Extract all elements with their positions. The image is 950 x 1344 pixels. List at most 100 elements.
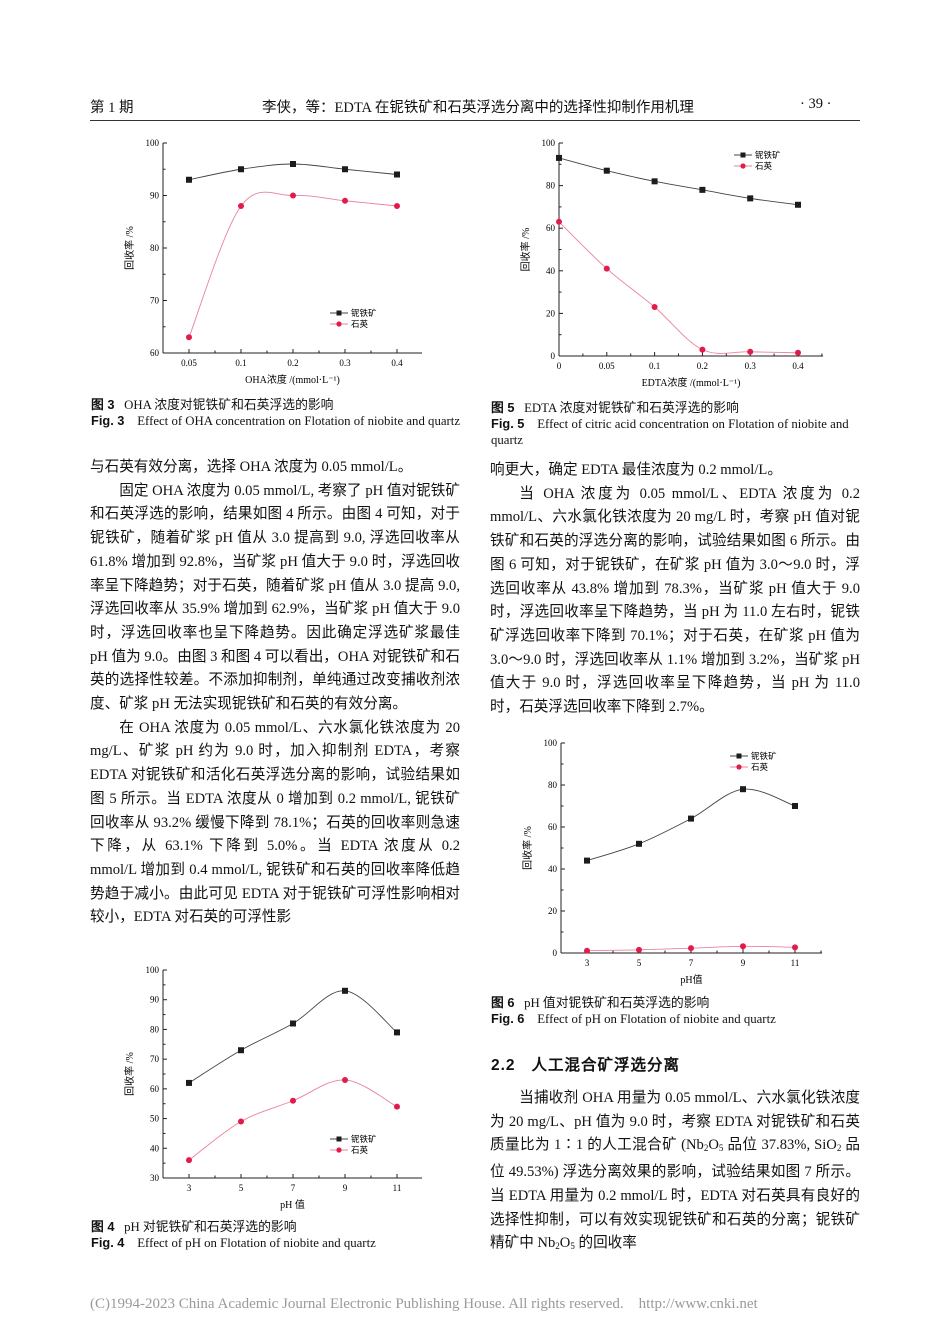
y-tick-label: 50 xyxy=(150,1114,160,1124)
x-tick-label: 0.4 xyxy=(391,358,403,368)
subscript: 2 xyxy=(555,1241,560,1252)
x-axis-label: pH 值 xyxy=(280,1198,305,1211)
x-tick-label: 0.1 xyxy=(235,358,246,368)
fig3-caption-zh: OHA 浓度对铌铁矿和石英浮选的影响 xyxy=(124,398,334,412)
data-point-quartz xyxy=(186,334,192,341)
data-point-quartz xyxy=(342,1076,348,1083)
y-tick-label: 100 xyxy=(146,138,160,148)
paragraph: 当 OHA 浓度为 0.05 mmol/L、EDTA 浓度为 0.2 mmol/… xyxy=(490,485,860,716)
x-axis-label: pH值 xyxy=(680,973,702,986)
fig6-caption: 图 6 pH 值对铌铁矿和石英浮选的影响 Fig. 6 Effect of pH… xyxy=(491,995,863,1027)
fig3-label-en: Fig. 3 xyxy=(91,413,125,428)
data-point-quartz xyxy=(747,348,754,355)
fig4-caption: 图 4 pH 对铌铁矿和石英浮选的影响 Fig. 4 Effect of pH … xyxy=(91,1219,463,1251)
paragraph: 在 OHA 浓度为 0.05 mmol/L、六水氯化铁浓度为 20 mg/L、矿… xyxy=(90,719,460,926)
legend-label: 铌铁矿 xyxy=(755,150,781,160)
fig4-label-en: Fig. 4 xyxy=(91,1235,125,1250)
data-point-niobite xyxy=(792,803,798,809)
data-point-quartz xyxy=(186,1157,192,1164)
data-point-niobite xyxy=(556,154,562,161)
fig3-chart: 60 70 80 90 100 0.05 0.1 0.2 0.3 0.4 OHA浓度 /(mmol·… xyxy=(123,138,422,386)
legend-label: 铌铁矿 xyxy=(351,1134,377,1144)
y-tick-label: 30 xyxy=(150,1173,160,1183)
x-tick-label: 11 xyxy=(393,1183,402,1193)
data-point-niobite xyxy=(636,840,642,847)
data-point-niobite xyxy=(688,815,694,822)
left-body-text: 与石英有效分离，选择 OHA 浓度为 0.05 mmol/L。 固定 OHA 浓… xyxy=(90,456,460,930)
y-tick-label: 60 xyxy=(546,223,556,233)
page-number: · 39 · xyxy=(800,96,832,112)
y-tick-label: 70 xyxy=(150,296,160,306)
legend-marker-quartz xyxy=(736,764,742,770)
x-tick-label: 3 xyxy=(585,958,590,968)
legend-label: 石英 xyxy=(351,319,369,329)
y-tick-label: 80 xyxy=(546,181,556,191)
x-tick-label: 5 xyxy=(239,1183,244,1193)
data-point-quartz xyxy=(342,197,348,204)
data-point-quartz xyxy=(394,1103,400,1110)
x-tick-label: 0.05 xyxy=(599,361,615,371)
x-axis-label: EDTA浓度 /(mmol·L⁻¹) xyxy=(642,376,741,389)
legend-marker-niobite xyxy=(336,310,342,316)
fig3-label-zh: 图 3 xyxy=(91,397,115,412)
paragraph: 与石英有效分离，选择 OHA 浓度为 0.05 mmol/L。 xyxy=(90,459,413,475)
data-point-niobite xyxy=(603,167,610,174)
text-run: O xyxy=(708,1137,719,1154)
legend-label: 石英 xyxy=(755,161,773,171)
fig6-caption-en: Effect of pH on Flotation of niobite and… xyxy=(537,1012,776,1026)
data-point-niobite xyxy=(394,171,400,178)
data-point-niobite xyxy=(740,786,746,793)
issue-number: 第 1 期 xyxy=(90,100,134,116)
x-tick-label: 9 xyxy=(741,958,746,968)
y-tick-label: 0 xyxy=(551,351,556,361)
subscript: 2 xyxy=(836,1143,842,1154)
fig3-caption: 图 3 OHA 浓度对铌铁矿和石英浮选的影响 Fig. 3 Effect of … xyxy=(91,397,463,429)
fig6-label-zh: 图 6 xyxy=(491,995,515,1010)
y-tick-label: 100 xyxy=(544,738,558,748)
x-tick-label: 5 xyxy=(637,958,642,968)
data-point-quartz xyxy=(636,946,642,953)
x-tick-label: 0.05 xyxy=(181,358,197,368)
legend-label: 铌铁矿 xyxy=(351,308,377,318)
data-point-quartz xyxy=(603,265,610,272)
y-tick-label: 80 xyxy=(150,243,160,253)
x-axis-label: OHA浓度 /(mmol·L⁻¹) xyxy=(245,373,340,386)
data-point-niobite xyxy=(584,857,590,864)
fig5-chart: 0 20 40 60 80 100 0 0.05 0.1 0.2 0.3 0.4 EDTA浓度 /(mm… xyxy=(519,138,823,389)
data-point-quartz xyxy=(688,945,694,952)
y-tick-label: 100 xyxy=(146,965,160,975)
fig5-caption-en: Effect of citric acid concentration on F… xyxy=(491,417,849,447)
series-line-quartz xyxy=(558,221,799,354)
series-line-niobite xyxy=(188,990,398,1084)
x-tick-label: 0.3 xyxy=(339,358,351,368)
series-line-niobite xyxy=(558,157,799,206)
legend-marker-niobite xyxy=(336,1136,342,1142)
fig4-caption-zh: pH 对铌铁矿和石英浮选的影响 xyxy=(124,1220,297,1234)
x-tick-label: 0 xyxy=(557,361,562,371)
legend-marker-quartz xyxy=(336,321,342,327)
x-tick-label: 9 xyxy=(343,1183,348,1193)
x-tick-label: 7 xyxy=(689,958,694,968)
series-line-quartz xyxy=(188,191,398,338)
right-body-text-bottom: 当捕收剂 OHA 用量为 0.05 mmol/L、六水氯化铁浓度为 20 mg/… xyxy=(490,1087,860,1259)
y-tick-label: 0 xyxy=(553,948,558,958)
y-tick-label: 40 xyxy=(150,1143,160,1153)
subscript: 5 xyxy=(570,1241,575,1252)
y-tick-label: 20 xyxy=(546,308,556,318)
fig6-caption-zh: pH 值对铌铁矿和石英浮选的影响 xyxy=(524,996,710,1010)
data-point-niobite xyxy=(238,166,244,173)
subscript: 2 xyxy=(703,1143,709,1154)
data-point-niobite xyxy=(238,1047,244,1054)
data-point-quartz xyxy=(740,943,746,950)
series-line-niobite xyxy=(586,788,796,862)
y-tick-label: 60 xyxy=(548,822,558,832)
legend-marker-niobite xyxy=(736,753,742,759)
fig5-caption-zh: EDTA 浓度对铌铁矿和石英浮选的影响 xyxy=(524,401,739,415)
section-title: 人工混合矿浮选分离 xyxy=(531,1057,680,1074)
data-point-quartz xyxy=(556,218,562,225)
paragraph: 响更大，确定 EDTA 最佳浓度为 0.2 mmol/L。 xyxy=(490,462,782,478)
y-axis-label: 回收率 /% xyxy=(123,226,136,270)
y-tick-label: 20 xyxy=(548,906,558,916)
data-point-quartz xyxy=(651,304,658,311)
